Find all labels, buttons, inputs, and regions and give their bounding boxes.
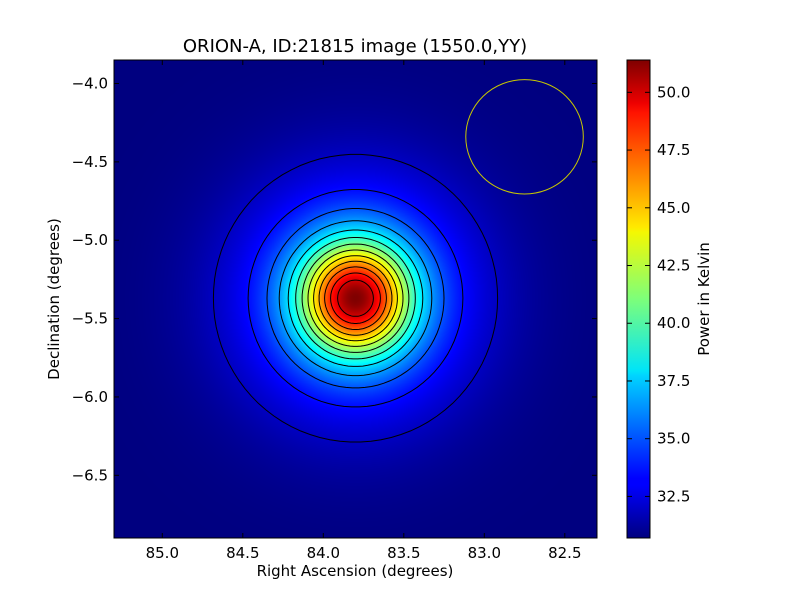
colorbar-tick-label: 37.5 (657, 372, 690, 390)
x-tick-label: 83.0 (468, 544, 501, 562)
x-tick-label: 82.5 (548, 544, 581, 562)
contour-line (337, 279, 374, 317)
y-tick-label: −6.5 (72, 466, 108, 484)
heatmap-image (114, 60, 597, 538)
contour-line (278, 220, 433, 377)
colorbar-tick-label: 32.5 (657, 487, 690, 505)
beam-ellipse (465, 79, 584, 195)
contour-line (212, 153, 499, 443)
colorbar-tick-label: 47.5 (657, 141, 690, 159)
beam-circle (465, 79, 584, 195)
y-tick-label: −6.0 (72, 388, 108, 406)
colorbar-tick-label: 45.0 (657, 199, 690, 217)
x-axis: 85.0 84.5 84.0 83.5 83.0 82.5 (146, 60, 582, 562)
y-axis: −4.0 −4.5 −5.0 −5.5 −6.0 −6.5 (72, 75, 597, 484)
contour-line (301, 243, 410, 353)
contour-line (266, 208, 445, 389)
contour-line (324, 266, 387, 330)
contour-lines (212, 153, 499, 443)
colorbar-ticks: 32.5 35.0 37.5 40.0 42.5 45.0 47.5 50.0 (627, 83, 690, 505)
colorbar-tick-label: 50.0 (657, 83, 690, 101)
y-tick-label: −5.0 (72, 231, 108, 249)
colorbar: 32.5 35.0 37.5 40.0 42.5 45.0 47.5 50.0 Power i… (626, 59, 713, 539)
chart-title: ORION-A, ID:21815 image (1550.0,YY) (183, 36, 527, 57)
y-tick-label: −5.5 (72, 310, 108, 328)
y-tick-label: −4.0 (72, 75, 108, 93)
x-tick-label: 84.0 (307, 544, 340, 562)
x-tick-label: 84.5 (226, 544, 259, 562)
contour-line (247, 189, 464, 408)
colorbar-tick-label: 40.0 (657, 314, 690, 332)
contour-line (313, 255, 398, 342)
colorbar-tick-label: 35.0 (657, 430, 690, 448)
y-axis-label: Declination (degrees) (45, 218, 63, 380)
contour-line (330, 272, 381, 324)
contour-line (307, 249, 404, 347)
contour-line (295, 237, 416, 360)
heatmap-plot (113, 59, 598, 539)
colorbar-gradient (626, 59, 651, 539)
x-tick-label: 85.0 (146, 544, 179, 562)
y-tick-label: −4.5 (72, 153, 108, 171)
plot-frame (113, 59, 598, 539)
colorbar-tick-label: 42.5 (657, 257, 690, 275)
colorbar-label: Power in Kelvin (695, 242, 713, 356)
contour-line (318, 260, 393, 336)
x-tick-label: 83.5 (387, 544, 420, 562)
x-axis-label: Right Ascension (degrees) (257, 562, 454, 580)
contour-line (287, 229, 424, 367)
